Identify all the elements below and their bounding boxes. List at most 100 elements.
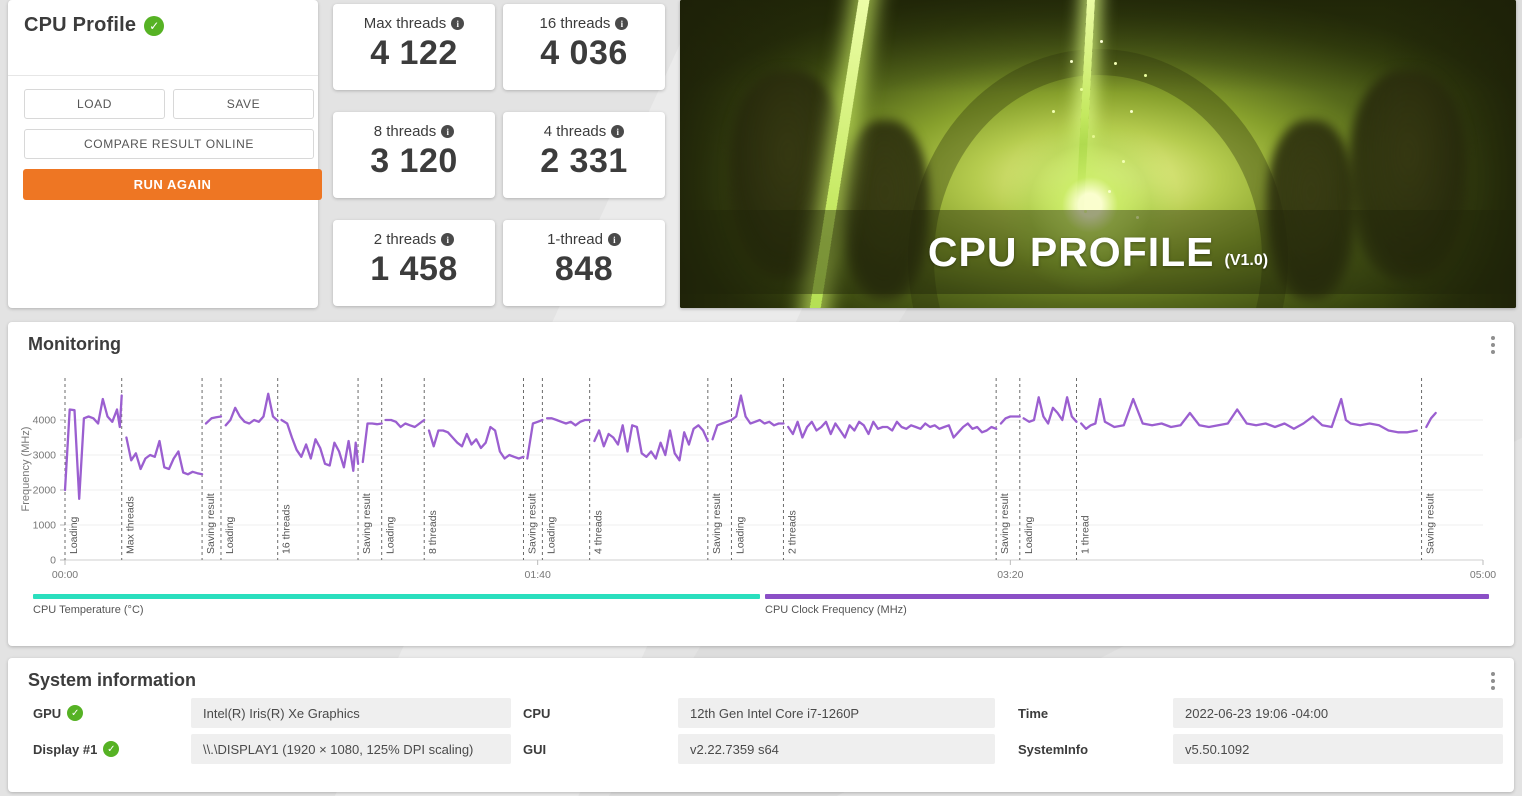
phase-label: Saving result	[1425, 493, 1437, 554]
score-value: 3 120	[370, 142, 458, 180]
phase-label: Loading	[224, 516, 236, 554]
hero-title-band: CPU PROFILE (V1.0)	[680, 210, 1516, 294]
legend-cpu-temperature[interactable]	[33, 594, 760, 599]
save-button[interactable]: SAVE	[173, 89, 314, 119]
frequency-line	[593, 424, 709, 462]
load-button[interactable]: LOAD	[24, 89, 165, 119]
phase-label: 8 threads	[427, 510, 439, 554]
score-label: 4 threads	[543, 123, 607, 140]
statue-silhouette	[1348, 70, 1468, 280]
hero-version: (V1.0)	[1224, 252, 1269, 269]
phase-label: 2 threads	[786, 510, 798, 554]
frequency-line	[1022, 396, 1078, 425]
score-label: 16 threads	[539, 15, 611, 32]
check-circle-icon: ✓	[103, 741, 120, 757]
info-icon[interactable]: i	[607, 233, 621, 246]
phase-label: 16 threads	[281, 504, 293, 554]
phase-label: Max threads	[125, 496, 137, 554]
systeminfo-value: v5.50.1092	[1173, 734, 1503, 764]
score-label: 1-thread	[547, 231, 603, 248]
light-burst	[1000, 115, 1180, 295]
score-card-1-thread: 1-thread i 848	[503, 220, 665, 306]
frequency-line	[63, 394, 123, 500]
score-card-4-threads: 4 threads i 2 331	[503, 112, 665, 198]
frequency-line	[361, 422, 383, 464]
frequency-line	[427, 425, 525, 460]
score-card-16-threads: 16 threads i 4 036	[503, 4, 665, 90]
x-tick-label: 03:20	[997, 569, 1023, 581]
phase-label: Saving result	[999, 493, 1011, 554]
phase-label: Saving result	[526, 493, 538, 554]
score-value: 4 036	[540, 34, 628, 72]
y-tick-label: 0	[50, 555, 56, 567]
check-circle-icon: ✓	[67, 705, 84, 721]
system-information-panel: System information GPU ✓ Intel(R) Iris(R…	[8, 658, 1514, 792]
score-value: 1 458	[370, 250, 458, 288]
phase-label: 1 thread	[1080, 515, 1092, 554]
time-value: 2022-06-23 19:06 -04:00	[1173, 698, 1503, 728]
score-value: 848	[554, 250, 614, 288]
compare-result-online-button[interactable]: COMPARE RESULT ONLINE	[24, 129, 314, 159]
info-icon[interactable]: i	[441, 125, 455, 138]
legend-label-cpu-clock-frequency: CPU Clock Frequency (MHz)	[765, 604, 907, 616]
legend-label-cpu-temperature: CPU Temperature (°C)	[33, 604, 144, 616]
y-tick-label: 1000	[33, 520, 57, 532]
info-icon[interactable]: i	[441, 233, 455, 246]
score-value: 4 122	[370, 34, 458, 72]
kebab-menu-icon[interactable]	[1486, 672, 1500, 690]
gpu-value: Intel(R) Iris(R) Xe Graphics	[191, 698, 511, 728]
frequency-line	[526, 418, 544, 460]
gpu-label: GPU ✓	[33, 698, 84, 728]
hero-title: CPU PROFILE	[927, 228, 1215, 275]
legend-cpu-clock-frequency[interactable]	[765, 594, 1489, 599]
monitoring-panel: Monitoring 0 1000 2000 3000 4000 00:00 01:40 03…	[8, 322, 1514, 646]
frequency-line	[280, 418, 360, 472]
display-value: \\.\DISPLAY1 (1920 × 1080, 125% DPI scal…	[191, 734, 511, 764]
score-label: 2 threads	[373, 231, 437, 248]
phase-label: Loading	[545, 516, 557, 554]
time-label: Time	[1018, 705, 1049, 721]
gui-value: v2.22.7359 s64	[678, 734, 995, 764]
sparks	[1100, 40, 1103, 43]
divider	[8, 75, 318, 76]
phase-label: Saving result	[205, 493, 217, 554]
systeminfo-label: SystemInfo	[1018, 741, 1089, 757]
score-card-max-threads: Max threads i 4 122	[333, 4, 495, 90]
frequency-line	[545, 417, 591, 427]
frequency-line	[204, 415, 223, 425]
y-tick-label: 2000	[33, 485, 57, 497]
score-label: 8 threads	[373, 123, 437, 140]
frequency-line	[787, 420, 998, 439]
y-tick-label: 4000	[33, 415, 57, 427]
x-tick-label: 00:00	[52, 569, 78, 581]
score-label: Max threads	[363, 15, 447, 32]
frequency-line	[224, 392, 279, 427]
system-information-title: System information	[28, 670, 197, 690]
gui-label: GUI	[523, 741, 547, 757]
kebab-menu-icon[interactable]	[1486, 336, 1500, 354]
monitoring-title: Monitoring	[28, 334, 121, 354]
info-icon[interactable]: i	[451, 17, 465, 30]
phase-label: Loading	[1023, 516, 1035, 554]
phase-label: Loading	[385, 516, 397, 554]
cpu-value: 12th Gen Intel Core i7-1260P	[678, 698, 995, 728]
info-icon[interactable]: i	[615, 17, 629, 30]
display-label: Display #1 ✓	[33, 734, 120, 764]
info-icon[interactable]: i	[611, 125, 625, 138]
phase-label: Loading	[68, 516, 80, 554]
frequency-line	[125, 436, 204, 476]
phase-label: 4 threads	[593, 510, 605, 554]
y-axis-label: Frequency (MHz)	[20, 427, 32, 512]
frequency-line	[711, 394, 785, 441]
score-value: 2 331	[540, 142, 628, 180]
y-tick-label: 3000	[33, 450, 57, 462]
frequency-line	[1425, 411, 1437, 429]
statue-silhouette	[1266, 120, 1356, 300]
phase-label: Saving result	[711, 493, 723, 554]
x-tick-label: 05:00	[1470, 569, 1496, 581]
frequency-line	[1080, 397, 1418, 434]
run-again-button[interactable]: RUN AGAIN	[23, 169, 322, 200]
x-tick-label: 01:40	[525, 569, 551, 581]
statue-silhouette	[840, 120, 930, 300]
frequency-chart: 0 1000 2000 3000 4000 00:00 01:40 03:20 05:00 Fre…	[20, 378, 1496, 581]
